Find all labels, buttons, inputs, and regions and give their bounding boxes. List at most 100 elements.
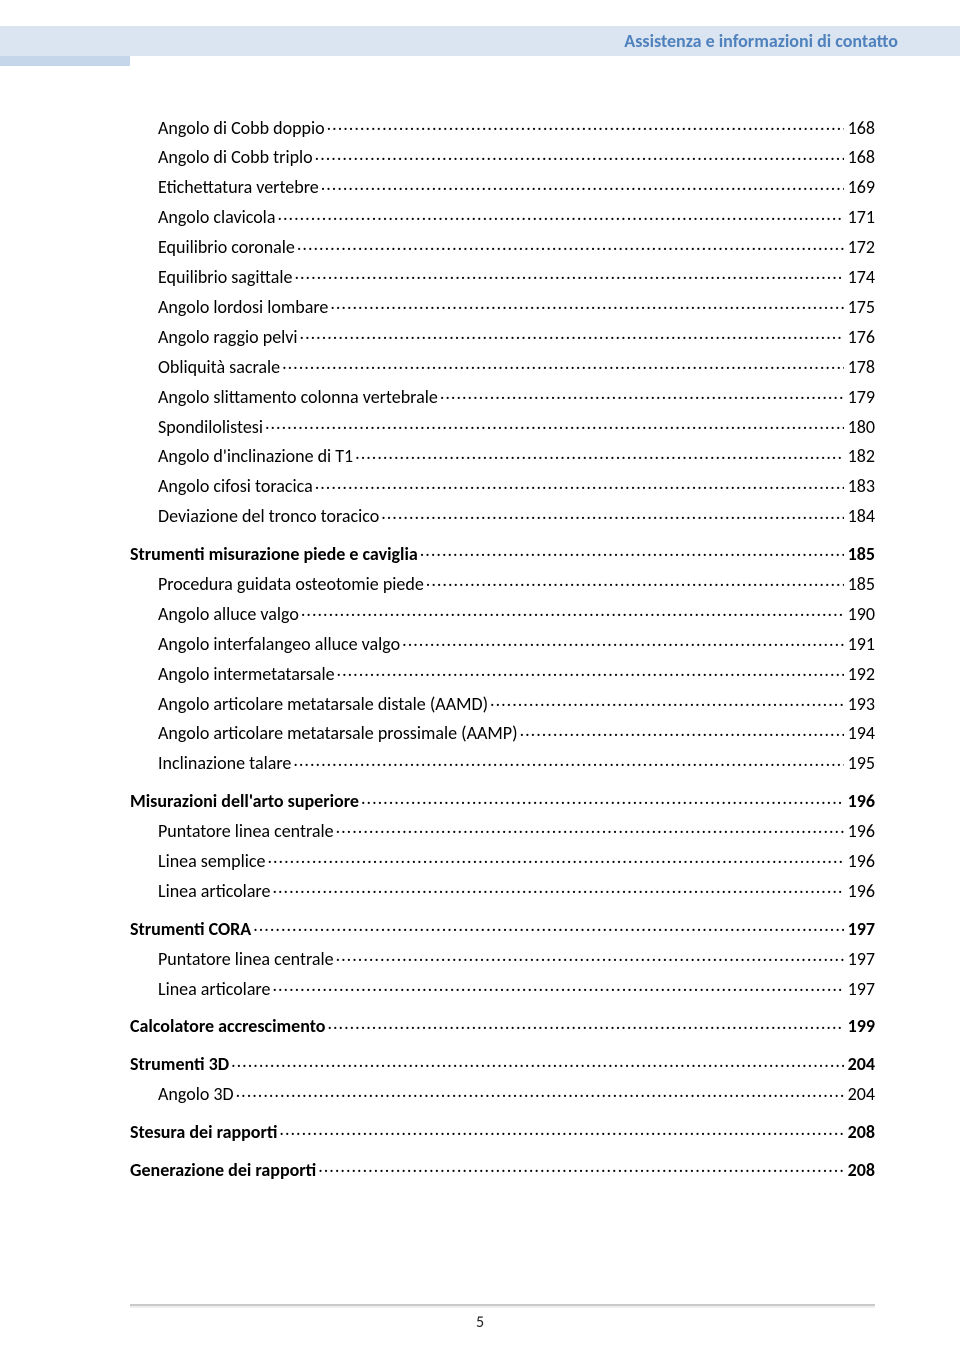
toc-entry-label: Angolo raggio pelvi [158, 325, 298, 349]
toc-row: Stesura dei rapporti 208 [130, 1117, 875, 1145]
toc-entry-page: 185 [846, 572, 875, 596]
toc-row: Strumenti 3D 204 [130, 1049, 875, 1077]
toc-row: Angolo alluce valgo190 [130, 598, 875, 626]
toc-entry-label: Etichettatura vertebre [158, 175, 319, 199]
toc-entry-label: Spondilolistesi [158, 415, 263, 439]
toc-row: Generazione dei rapporti208 [130, 1154, 875, 1182]
toc-entry-page: 197 [846, 947, 875, 971]
toc-leader-dots [520, 718, 844, 740]
toc-entry-page: 183 [846, 474, 875, 498]
toc-entry-label: Equilibrio sagittale [158, 265, 292, 289]
toc-entry-page: 191 [846, 632, 875, 656]
toc-row: Equilibrio coronale 172 [130, 232, 875, 260]
toc-row: Deviazione del tronco toracico184 [130, 501, 875, 529]
toc-leader-dots [236, 1079, 844, 1101]
toc-row: Strumenti misurazione piede e caviglia18… [130, 538, 875, 566]
toc-entry-page: 190 [846, 602, 875, 626]
toc-entry-page: 168 [846, 145, 875, 169]
toc-entry-label: Angolo slittamento colonna vertebrale [158, 385, 438, 409]
toc-row: Angolo di Cobb triplo 168 [130, 142, 875, 170]
toc-entry-page: 197 [846, 917, 875, 941]
toc-leader-dots [420, 538, 844, 560]
toc-leader-dots [327, 1011, 843, 1033]
toc-entry-label: Angolo articolare metatarsale distale (A… [158, 692, 488, 716]
toc-entry-label: Linea articolare [158, 977, 270, 1001]
toc-row: Angolo clavicola 171 [130, 202, 875, 230]
toc-row: Misurazioni dell'arto superiore 196 [130, 786, 875, 814]
toc-leader-dots [318, 1154, 843, 1176]
toc-leader-dots [381, 501, 843, 523]
toc-entry-page: 176 [846, 325, 875, 349]
toc-entry-label: Misurazioni dell'arto superiore [130, 789, 359, 813]
toc-entry-page: 182 [846, 444, 875, 468]
toc-entry-page: 204 [846, 1082, 875, 1106]
toc-entry-label: Puntatore linea centrale [158, 819, 334, 843]
toc-row: Spondilolistesi180 [130, 411, 875, 439]
toc-leader-dots [297, 232, 844, 254]
toc-entry-page: 192 [846, 662, 875, 686]
toc-entry-label: Strumenti 3D [130, 1052, 229, 1076]
toc-entry-label: Strumenti CORA [130, 917, 251, 941]
toc-leader-dots [294, 261, 843, 283]
toc-row: Angolo raggio pelvi 176 [130, 321, 875, 349]
toc-entry-page: 175 [846, 295, 875, 319]
toc-row: Angolo slittamento colonna vertebrale 179 [130, 381, 875, 409]
toc-entry-label: Generazione dei rapporti [130, 1158, 316, 1182]
toc-row: Angolo lordosi lombare175 [130, 291, 875, 319]
toc-entry-label: Obliquità sacrale [158, 355, 280, 379]
toc-entry-label: Stesura dei rapporti [130, 1120, 277, 1144]
toc-entry-page: 172 [846, 235, 875, 259]
toc-entry-label: Angolo cifosi toracica [158, 474, 313, 498]
toc-entry-label: Inclinazione talare [158, 751, 291, 775]
toc-row: Angolo d'inclinazione di T1182 [130, 441, 875, 469]
toc-entry-page: 196 [846, 849, 875, 873]
toc-leader-dots [490, 688, 844, 710]
document-page: Assistenza e informazioni di contatto An… [0, 0, 960, 1354]
toc-entry-label: Procedura guidata osteotomie piede [158, 572, 424, 596]
toc-entry-label: Angolo intermetatarsale [158, 662, 335, 686]
toc-leader-dots [282, 351, 844, 373]
toc-leader-dots [440, 381, 844, 403]
toc-row: Etichettatura vertebre169 [130, 172, 875, 200]
toc-row: Angolo 3D 204 [130, 1079, 875, 1107]
toc-leader-dots [426, 568, 844, 590]
toc-row: Linea semplice196 [130, 845, 875, 873]
toc-leader-dots [336, 815, 844, 837]
toc-entry-page: 179 [846, 385, 875, 409]
toc-leader-dots [361, 786, 844, 808]
toc-leader-dots [336, 943, 844, 965]
toc-entry-label: Calcolatore accrescimento [130, 1014, 325, 1038]
toc-leader-dots [315, 471, 844, 493]
toc-entry-page: 195 [846, 751, 875, 775]
toc-entry-label: Strumenti misurazione piede e caviglia [130, 542, 418, 566]
toc-entry-page: 193 [846, 692, 875, 716]
page-number: 5 [0, 1313, 960, 1332]
toc-leader-dots [321, 172, 844, 194]
toc-row: Puntatore linea centrale196 [130, 815, 875, 843]
toc-entry-label: Equilibrio coronale [158, 235, 295, 259]
toc-row: Angolo articolare metatarsale prossimale… [130, 718, 875, 746]
toc-entry-label: Puntatore linea centrale [158, 947, 334, 971]
toc-entry-label: Angolo 3D [158, 1082, 234, 1106]
toc-leader-dots [300, 321, 844, 343]
toc-entry-page: 194 [846, 721, 875, 745]
toc-leader-dots [315, 142, 844, 164]
toc-leader-dots [301, 598, 844, 620]
table-of-contents: Angolo di Cobb doppio168Angolo di Cobb t… [130, 100, 875, 1184]
toc-leader-dots [337, 658, 844, 680]
toc-entry-page: 171 [846, 205, 875, 229]
toc-leader-dots [253, 913, 843, 935]
toc-entry-page: 178 [846, 355, 875, 379]
toc-leader-dots [293, 748, 843, 770]
toc-leader-dots [279, 1117, 843, 1139]
header-accent-strip [0, 56, 130, 66]
toc-row: Puntatore linea centrale 197 [130, 943, 875, 971]
toc-entry-page: 204 [846, 1052, 875, 1076]
toc-leader-dots [272, 875, 843, 897]
toc-entry-label: Angolo di Cobb triplo [158, 145, 313, 169]
toc-entry-label: Angolo clavicola [158, 205, 275, 229]
toc-leader-dots [330, 291, 843, 313]
toc-entry-page: 196 [846, 789, 875, 813]
toc-row: Angolo intermetatarsale 192 [130, 658, 875, 686]
toc-entry-label: Deviazione del tronco toracico [158, 504, 379, 528]
